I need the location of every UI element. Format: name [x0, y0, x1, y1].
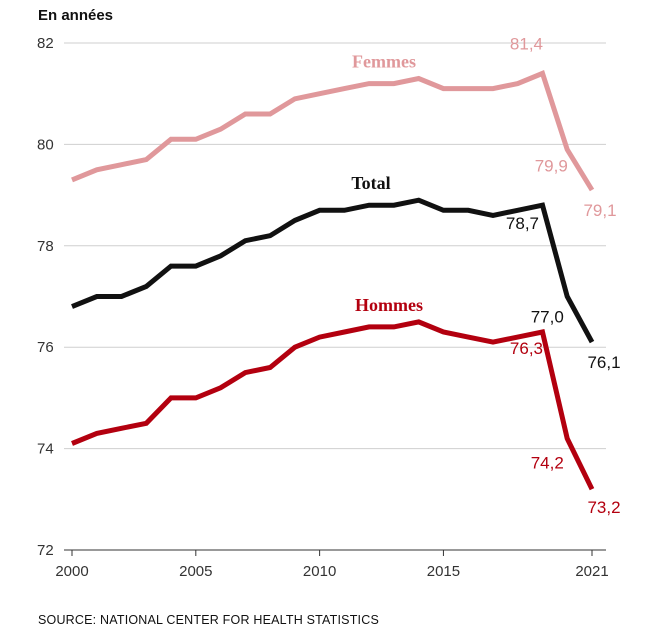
y-tick-80: 80 — [37, 136, 54, 153]
gridlines — [64, 42, 606, 450]
x-tick-2021: 2021 — [575, 563, 608, 580]
y-axis-label: En années — [38, 7, 113, 24]
y-tick-labels: 72 74 76 78 80 82 — [37, 35, 54, 559]
data-label-hommes-2020: 74,2 — [531, 453, 564, 472]
y-tick-82: 82 — [37, 35, 54, 52]
x-tick-2000: 2000 — [55, 563, 88, 580]
x-tick-2005: 2005 — [179, 563, 212, 580]
data-label-femmes-2021: 79,1 — [583, 201, 616, 220]
data-label-total-2020: 77,0 — [531, 308, 564, 327]
source-note: SOURCE: NATIONAL CENTER FOR HEALTH STATI… — [38, 613, 379, 627]
y-tick-78: 78 — [37, 238, 54, 255]
y-tick-72: 72 — [37, 542, 54, 559]
data-label-total-2021: 76,1 — [587, 353, 620, 372]
series-lines — [71, 70, 595, 491]
data-label-hommes-2019: 76,3 — [510, 339, 543, 358]
series-name-femmes: Femmes — [352, 52, 416, 72]
data-label-femmes-2019: 81,4 — [510, 34, 543, 53]
x-axis: 2000 2005 2010 2015 2021 — [55, 549, 609, 580]
series-name-total: Total — [351, 173, 390, 193]
y-tick-74: 74 — [37, 441, 54, 458]
series-name-hommes: Hommes — [355, 295, 423, 315]
data-label-femmes-2020: 79,9 — [535, 156, 568, 175]
x-tick-2015: 2015 — [427, 563, 460, 580]
data-labels: Femmes 81,4 79,9 79,1 Total 78,7 77,0 76,1 Homme… — [351, 34, 620, 517]
x-tick-2010: 2010 — [303, 563, 336, 580]
series-line-total — [71, 197, 595, 344]
series-line-femmes — [71, 70, 595, 192]
data-label-hommes-2021: 73,2 — [587, 498, 620, 517]
series-line-hommes — [71, 319, 595, 491]
y-tick-76: 76 — [37, 339, 54, 356]
data-label-total-2019: 78,7 — [506, 214, 539, 233]
